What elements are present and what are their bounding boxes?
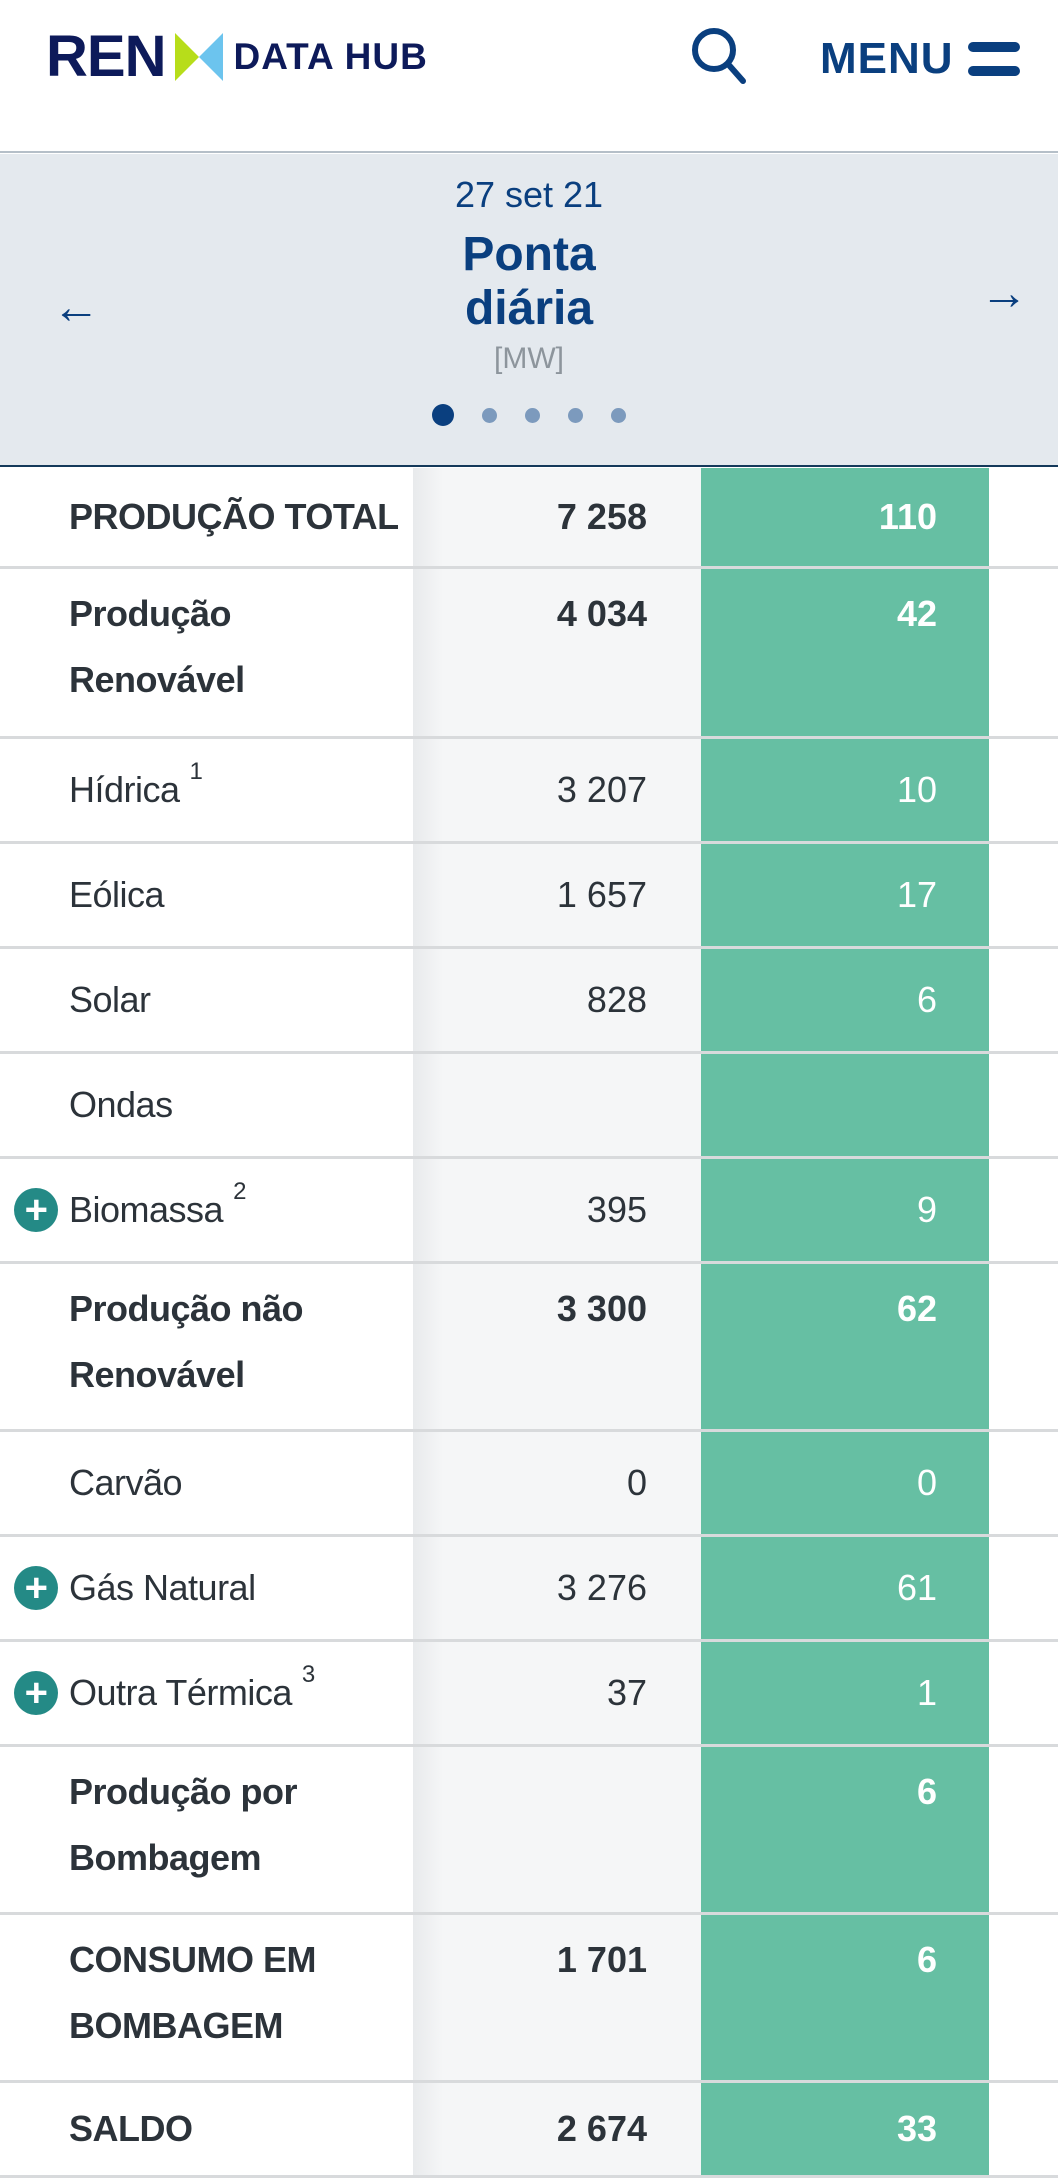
- data-table: PRODUÇÃO TOTAL 7 258 110 Produção Renovável…: [0, 468, 1058, 2178]
- ren-logo[interactable]: REN DATA HUB: [46, 28, 428, 86]
- unit-label: [MW]: [494, 342, 564, 375]
- row-label: Hídrica 1: [69, 758, 203, 810]
- row-label: CONSUMO EM BOMBAGEM: [69, 1939, 317, 2046]
- table-row[interactable]: + Biomassa 2 395 9: [0, 1159, 1058, 1264]
- row-highlight-value: 6: [701, 1747, 989, 1912]
- row-value: 3 207: [413, 739, 701, 841]
- row-label: PRODUÇÃO TOTAL: [69, 496, 399, 537]
- row-value: [413, 1747, 701, 1912]
- table-row: Eólica 1 657 17: [0, 844, 1058, 949]
- table-row: Carvão 0 0: [0, 1432, 1058, 1537]
- pagination-dot[interactable]: [432, 404, 454, 426]
- table-row: Solar 828 6: [0, 949, 1058, 1054]
- row-label: Solar: [69, 979, 151, 1020]
- row-value: 7 258: [413, 468, 701, 566]
- indicator-title: Ponta diária: [462, 228, 596, 335]
- pagination-dot[interactable]: [611, 407, 626, 423]
- indicator-carousel: ← 27 set 21 Ponta diária [MW] →: [0, 154, 1058, 467]
- table-row: SALDO 2 674 33: [0, 2083, 1058, 2178]
- row-highlight-value: 17: [701, 844, 989, 946]
- row-label: + Gás Natural: [0, 1537, 413, 1639]
- expand-plus-icon[interactable]: +: [14, 1671, 58, 1715]
- footnote-marker: 3: [301, 1661, 315, 1688]
- pagination-dots: [0, 404, 1058, 426]
- row-value: 395: [413, 1159, 701, 1261]
- row-highlight-value: 6: [701, 949, 989, 1051]
- header: REN DATA HUB MENU: [0, 0, 1058, 153]
- row-highlight-value: 0: [701, 1432, 989, 1534]
- pagination-dot[interactable]: [525, 407, 540, 423]
- table-row: Produção por Bombagem 6: [0, 1747, 1058, 1915]
- previous-arrow-icon[interactable]: ←: [52, 281, 100, 334]
- row-highlight-value: 62: [701, 1264, 989, 1429]
- row-value: 0: [413, 1432, 701, 1534]
- pagination-dot[interactable]: [568, 407, 583, 423]
- row-label: Produção Renovável: [69, 593, 245, 700]
- row-highlight-value: 42: [701, 569, 989, 736]
- row-value: 1 657: [413, 844, 701, 946]
- row-label: Ondas: [69, 1084, 173, 1125]
- search-icon[interactable]: [688, 24, 750, 86]
- row-highlight-value: 33: [701, 2083, 989, 2175]
- row-label: + Outra Térmica 3: [0, 1642, 413, 1744]
- menu-button[interactable]: MENU: [820, 34, 1020, 84]
- footnote-marker: 2: [233, 1178, 246, 1205]
- table-row: PRODUÇÃO TOTAL 7 258 110: [0, 468, 1058, 569]
- logo-mark-icon: [175, 33, 224, 81]
- row-label: Produção não Renovável: [69, 1288, 304, 1395]
- table-row: Ondas: [0, 1054, 1058, 1159]
- row-value: 37: [413, 1642, 701, 1744]
- row-label: + Biomassa 2: [0, 1159, 413, 1261]
- next-arrow-icon[interactable]: →: [980, 267, 1028, 320]
- row-value: 828: [413, 949, 701, 1051]
- row-highlight-value: 61: [701, 1537, 989, 1639]
- menu-label: MENU: [820, 34, 954, 83]
- row-highlight-value: 9: [701, 1159, 989, 1261]
- row-highlight-value: 110: [701, 468, 989, 566]
- row-value: 3 300: [413, 1264, 701, 1429]
- row-value: 3 276: [413, 1537, 701, 1639]
- row-highlight-value: 10: [701, 739, 989, 841]
- expand-plus-icon[interactable]: +: [14, 1188, 58, 1232]
- expand-plus-icon[interactable]: +: [14, 1566, 58, 1610]
- row-value: 1 701: [413, 1915, 701, 2080]
- table-row: Hídrica 1 3 207 10: [0, 739, 1058, 844]
- row-highlight-value: 1: [701, 1642, 989, 1744]
- table-row: CONSUMO EM BOMBAGEM 1 701 6: [0, 1915, 1058, 2083]
- table-row: Produção Renovável 4 034 42: [0, 569, 1058, 739]
- row-value: 4 034: [413, 569, 701, 736]
- table-row: Produção não Renovável 3 300 62: [0, 1264, 1058, 1432]
- date-label: 27 set 21: [454, 174, 604, 215]
- table-row[interactable]: + Outra Térmica 3 37 1: [0, 1642, 1058, 1747]
- logo-subtitle: DATA HUB: [233, 36, 428, 77]
- row-value: [413, 1054, 701, 1156]
- row-highlight-value: 6: [701, 1915, 989, 2080]
- row-highlight-value: [701, 1054, 989, 1156]
- row-label: SALDO: [69, 2108, 193, 2149]
- table-row[interactable]: + Gás Natural 3 276 61: [0, 1537, 1058, 1642]
- row-label: Produção por Bombagem: [69, 1771, 298, 1878]
- footnote-marker: 1: [189, 758, 203, 785]
- row-label: Eólica: [69, 874, 165, 915]
- menu-icon: [967, 42, 1020, 76]
- row-label: Carvão: [69, 1462, 183, 1503]
- pagination-dot[interactable]: [482, 407, 497, 423]
- row-value: 2 674: [413, 2083, 701, 2175]
- logo-text: REN: [46, 24, 166, 89]
